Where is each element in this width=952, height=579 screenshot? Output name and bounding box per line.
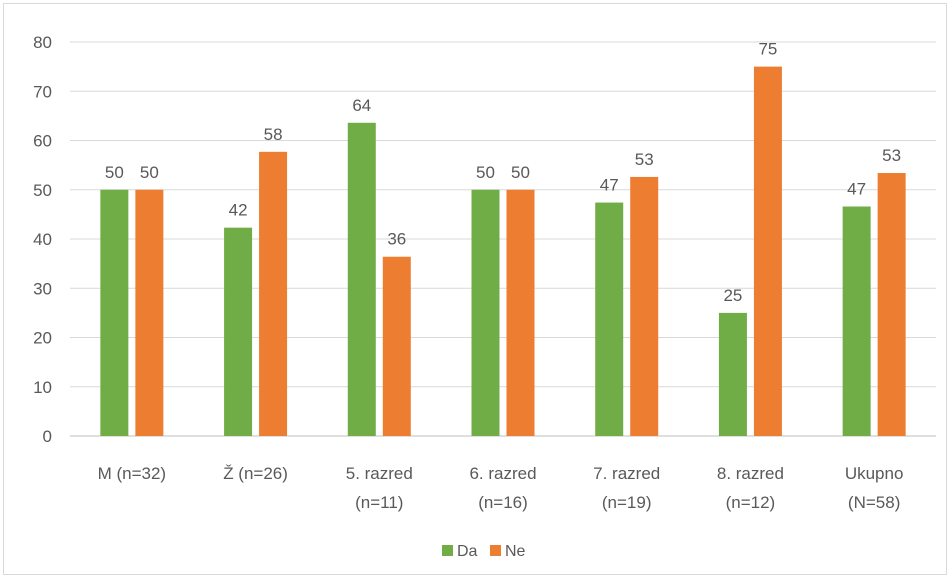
- bar-ne: [259, 151, 288, 436]
- bar-ne: [630, 176, 659, 436]
- y-tick-label: 50: [33, 181, 52, 200]
- data-label: 50: [105, 163, 124, 182]
- data-label: 58: [264, 125, 283, 144]
- bar-da: [471, 189, 500, 436]
- data-label: 47: [847, 179, 866, 198]
- bar-ne: [506, 189, 535, 436]
- bar-chart: 0 10 20 30 40 50 60 70 80 50 50 42 58 64 36 50 50 47 53 25…: [33, 33, 936, 560]
- legend-swatch-da: [442, 545, 453, 556]
- data-label: 53: [882, 146, 901, 165]
- data-label: 50: [476, 163, 495, 182]
- legend-label-ne: Ne: [505, 543, 526, 560]
- x-tick-label: 7. razred: [593, 464, 660, 483]
- bar-da: [224, 227, 253, 436]
- chart-frame: 0 10 20 30 40 50 60 70 80 50 50 42 58 64 36 50 50 47 53 25…: [3, 3, 947, 575]
- bar-da: [718, 312, 747, 436]
- x-tick-label: 6. razred: [469, 464, 536, 483]
- data-label: 42: [229, 201, 248, 220]
- x-tick-label: Ukupno: [845, 464, 904, 483]
- x-tick-label: M (n=32): [98, 464, 167, 483]
- bar-da: [842, 206, 871, 436]
- x-tick-label: (N=58): [848, 493, 900, 512]
- data-label: 50: [140, 163, 159, 182]
- x-tick-label: (n=11): [355, 493, 403, 512]
- bar-ne: [753, 66, 782, 436]
- x-tick-label: 5. razred: [346, 464, 413, 483]
- data-label: 53: [635, 150, 654, 169]
- x-tick-label: 8. razred: [717, 464, 784, 483]
- data-label: 36: [387, 230, 406, 249]
- bar-ne: [135, 189, 164, 436]
- bar-ne: [382, 256, 411, 436]
- x-tick-label: (n=16): [478, 493, 528, 512]
- x-axis: M (n=32) Ž (n=26) 5. razred (n=11) 6. razred…: [98, 464, 904, 512]
- x-tick-label: Ž (n=26): [223, 464, 288, 483]
- y-tick-label: 10: [33, 378, 52, 397]
- data-labels: 50 50 42 58 64 36 50 50 47 53 25 75 47 53: [105, 40, 901, 305]
- data-label: 64: [352, 96, 371, 115]
- y-tick-label: 40: [33, 230, 52, 249]
- bar-da: [100, 189, 129, 436]
- bar-da: [595, 202, 624, 436]
- data-label: 75: [758, 40, 777, 59]
- gridlines: [70, 41, 936, 437]
- y-tick-label: 30: [33, 279, 52, 298]
- legend-label-da: Da: [457, 543, 478, 560]
- bar-ne: [877, 173, 906, 436]
- y-tick-label: 0: [43, 427, 52, 446]
- x-tick-label: (n=12): [726, 493, 776, 512]
- bar-da: [347, 122, 376, 437]
- legend-swatch-ne: [490, 545, 501, 556]
- data-label: 25: [723, 286, 742, 305]
- data-label: 47: [600, 176, 619, 195]
- y-tick-label: 20: [33, 329, 52, 348]
- y-tick-label: 70: [33, 82, 52, 101]
- y-axis: 0 10 20 30 40 50 60 70 80: [33, 33, 52, 446]
- y-tick-label: 80: [33, 33, 52, 52]
- legend: Da Ne: [442, 543, 526, 560]
- y-tick-label: 60: [33, 132, 52, 151]
- data-label: 50: [511, 163, 530, 182]
- bars: [100, 66, 906, 437]
- x-tick-label: (n=19): [602, 493, 652, 512]
